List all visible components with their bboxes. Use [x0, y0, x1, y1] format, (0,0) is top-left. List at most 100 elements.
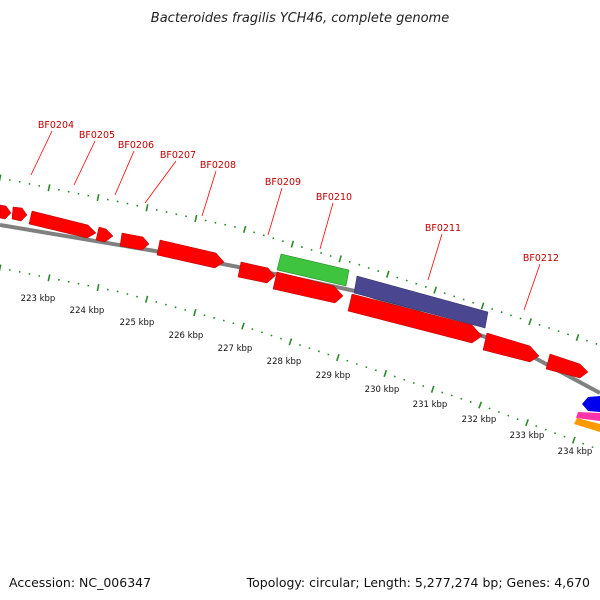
minor-tick [403, 378, 406, 381]
minor-tick [396, 276, 399, 279]
minor-tick [548, 327, 551, 330]
minor-tick [281, 240, 284, 243]
inner-tick-track [0, 264, 594, 449]
minor-tick [329, 254, 332, 257]
minor-tick [424, 285, 427, 288]
major-tick [480, 302, 485, 310]
gene-leader-line [114, 150, 135, 196]
gene-label: BF0204 [38, 120, 74, 131]
minor-tick [405, 279, 408, 282]
minor-tick [563, 435, 566, 438]
kbp-label: 231 kbp [413, 400, 448, 410]
major-tick [528, 318, 532, 326]
gene-leader-line [427, 233, 443, 281]
major-tick [194, 214, 198, 223]
gene-leader-line [144, 160, 177, 204]
kbp-label: 228 kbp [267, 357, 302, 367]
minor-tick [415, 282, 418, 285]
minor-tick [348, 260, 351, 263]
minor-tick [327, 353, 330, 356]
major-tick [241, 322, 245, 330]
minor-tick [441, 391, 444, 394]
gene-label: BF0205 [79, 130, 115, 141]
minor-tick [554, 432, 557, 435]
minor-tick [595, 342, 598, 345]
gene-label: BF0207 [160, 150, 196, 161]
major-tick [96, 284, 100, 292]
minor-tick [310, 249, 313, 252]
map-title: Bacteroides fragilis YCH46, complete gen… [151, 11, 449, 26]
gene-leader-line [267, 187, 283, 236]
minor-tick [279, 337, 282, 340]
kbp-label: 227 kbp [218, 344, 253, 354]
magenta-feature [576, 412, 600, 421]
major-tick [47, 274, 51, 282]
kbp-label: 233 kbp [510, 431, 545, 441]
minor-tick [251, 328, 254, 331]
minor-tick [453, 295, 456, 298]
minor-tick [174, 306, 177, 309]
orange-feature [574, 418, 600, 432]
major-tick [47, 184, 51, 192]
minor-tick [491, 308, 494, 311]
major-tick [145, 204, 149, 212]
major-tick [383, 369, 388, 378]
minor-tick [270, 334, 273, 337]
minor-tick [262, 234, 265, 237]
cds-arrow [95, 226, 114, 243]
minor-tick [422, 385, 425, 388]
gene-leader-line [30, 130, 53, 176]
minor-tick [516, 418, 519, 421]
minor-tick [365, 366, 368, 369]
minor-tick [488, 407, 491, 410]
kbp-label: 226 kbp [169, 331, 204, 341]
minor-tick [260, 331, 263, 334]
cds-arrow [28, 210, 97, 239]
minor-tick [469, 400, 472, 403]
outer-tick-track [0, 174, 598, 345]
major-tick [338, 255, 342, 263]
minor-tick [450, 394, 453, 397]
kbp-label: 224 kbp [70, 306, 105, 316]
cds-arrow [347, 293, 483, 344]
minor-tick [585, 339, 588, 342]
gene-leader-line [201, 170, 217, 217]
minor-tick [462, 298, 465, 301]
major-tick [0, 264, 2, 272]
feature-track [0, 204, 600, 432]
kbp-label: 234 kbp [558, 447, 593, 457]
minor-tick [346, 359, 349, 362]
minor-tick [253, 231, 256, 234]
minor-tick [519, 317, 522, 320]
gene-label-leaders [30, 130, 541, 311]
minor-tick [377, 270, 380, 273]
kbp-label: 232 kbp [462, 415, 497, 425]
minor-tick [355, 362, 358, 365]
minor-tick [460, 397, 463, 400]
major-tick [0, 174, 2, 182]
minor-tick [535, 425, 538, 428]
kbp-label: 223 kbp [21, 294, 56, 304]
minor-tick [591, 446, 594, 449]
major-tick [144, 295, 149, 303]
major-tick [96, 194, 100, 202]
minor-tick [443, 292, 446, 295]
major-tick [336, 354, 340, 362]
cds-arrow [272, 271, 344, 304]
minor-tick [126, 293, 129, 296]
genome-summary-text: Topology: circular; Length: 5,277,274 bp… [246, 575, 590, 590]
cds-arrow [482, 332, 540, 363]
gene-labels: BF0204 BF0205 BF0206 BF0207 BF0208 BF020… [38, 120, 559, 264]
minor-tick [308, 347, 311, 350]
gene-label: BF0206 [118, 140, 154, 151]
purple-feature [353, 275, 489, 329]
minor-tick [538, 323, 541, 326]
minor-tick [367, 266, 370, 269]
major-tick [478, 401, 483, 409]
major-tick [290, 240, 295, 248]
minor-tick [510, 314, 513, 317]
major-tick [193, 308, 197, 317]
minor-tick [500, 311, 503, 314]
major-tick [242, 225, 247, 234]
minor-tick [567, 333, 570, 336]
